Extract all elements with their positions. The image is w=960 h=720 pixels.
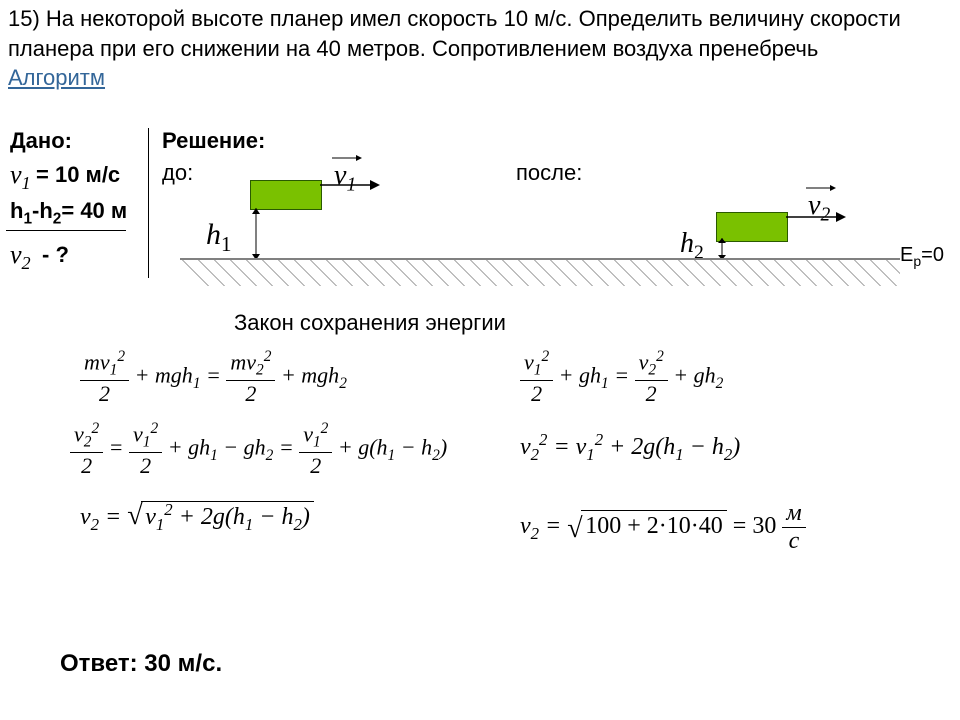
solution-title: Решение: [162,128,265,154]
after-label: после: [516,160,582,186]
glider-before [250,180,322,210]
h2-dimension [716,238,728,260]
dh-sub1: 1 [23,210,32,227]
dh-h1: h [10,198,23,223]
dh-val: = 40 м [61,198,127,223]
given-divider [6,230,126,231]
ep-zero: Еp=0 [900,244,944,269]
conservation-law: Закон сохранения энергии [234,310,506,336]
v1-symbol: v [10,160,22,189]
formula-1: mv122 + mgh1 = mv222 + mgh2 [80,348,347,407]
formula-3: v222 = v122 + gh1 − gh2 = v122 + g(h1 − … [70,420,447,479]
algorithm-link[interactable]: Алгоритм [8,65,105,90]
dh-h2: h [39,198,52,223]
v2-label: v2 [808,190,830,227]
h1-label: h1 [206,218,232,257]
v2-q-symbol: v2 [10,240,31,274]
v2-q: - ? [42,242,69,268]
before-label: до: [162,160,193,186]
problem-text: 15) На некоторой высоте планер имел скор… [8,6,901,61]
v1-label: v1 [334,160,356,197]
vertical-divider [148,128,149,278]
v1-sub: 1 [22,173,31,193]
given-title: Дано: [10,128,72,154]
formula-4: v22 = v12 + 2g(h1 − h2) [520,430,740,465]
formula-6: v2 = √ 100 + 2·10·40 = 30 мс [520,500,806,555]
formula-5: v2 = √ v12 + 2g(h1 − h2) [80,500,314,535]
v1-value: = 10 м/с [36,162,120,188]
formula-2: v122 + gh1 = v222 + gh2 [520,348,723,407]
ground [180,258,900,288]
h1-dimension [250,208,262,260]
answer: Ответ: 30 м/с. [60,650,222,678]
